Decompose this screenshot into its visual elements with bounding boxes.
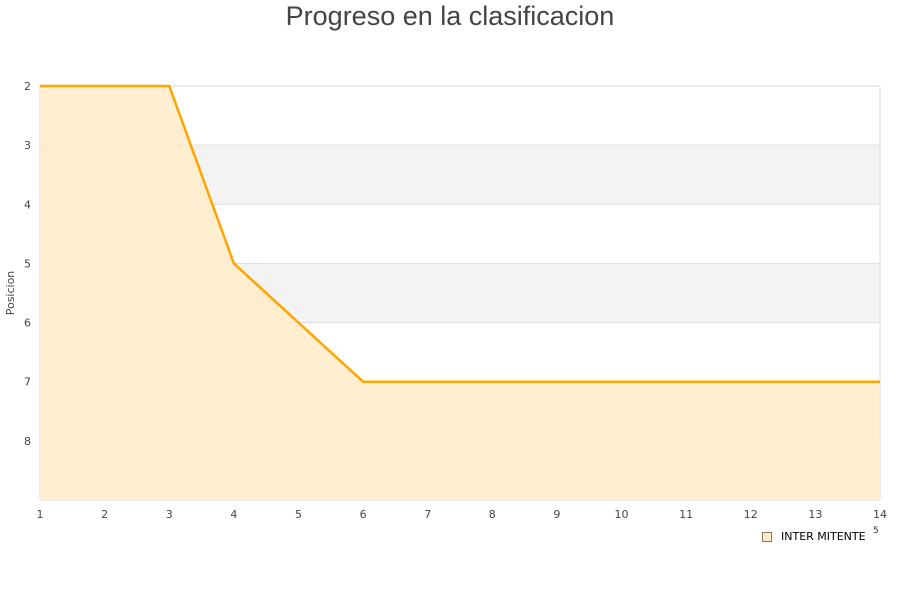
x-tick-label: 3 bbox=[166, 508, 173, 521]
x-tick-label: 2 bbox=[101, 508, 108, 521]
legend-label: INTER MITENTE bbox=[781, 530, 866, 543]
y-tick-label: 8 bbox=[24, 435, 31, 448]
x-tick-label: 6 bbox=[360, 508, 367, 521]
x-tick-label: 1 bbox=[37, 508, 44, 521]
legend-swatch bbox=[762, 531, 772, 542]
x-tick-label: 5 bbox=[295, 508, 302, 521]
series-area bbox=[40, 86, 880, 500]
y-tick-label: 4 bbox=[24, 198, 31, 211]
y-tick-label: 5 bbox=[24, 257, 31, 270]
x-tick-label: 11 bbox=[679, 508, 693, 521]
x-tick-label: 12 bbox=[744, 508, 758, 521]
x-tick-label: 13 bbox=[808, 508, 822, 521]
x-tick-label: 9 bbox=[553, 508, 560, 521]
x-tick-label: 7 bbox=[424, 508, 431, 521]
series-line bbox=[40, 84, 880, 383]
x-tick-label: 4 bbox=[230, 508, 237, 521]
y-tick-label: 6 bbox=[24, 317, 31, 330]
x-tick-label: 8 bbox=[489, 508, 496, 521]
y-tick-label: 3 bbox=[24, 139, 31, 152]
legend[interactable]: INTER MITENTE bbox=[762, 530, 866, 543]
x-tick-label: 10 bbox=[615, 508, 629, 521]
y-axis-label: Posicion bbox=[4, 271, 17, 316]
y-tick-label: 7 bbox=[24, 376, 31, 389]
stray-label: 5 bbox=[873, 526, 879, 536]
y-tick-label: 2 bbox=[24, 80, 31, 93]
x-tick-label: 14 bbox=[873, 508, 887, 521]
chart-title: Progreso en la clasificacion bbox=[285, 1, 615, 31]
